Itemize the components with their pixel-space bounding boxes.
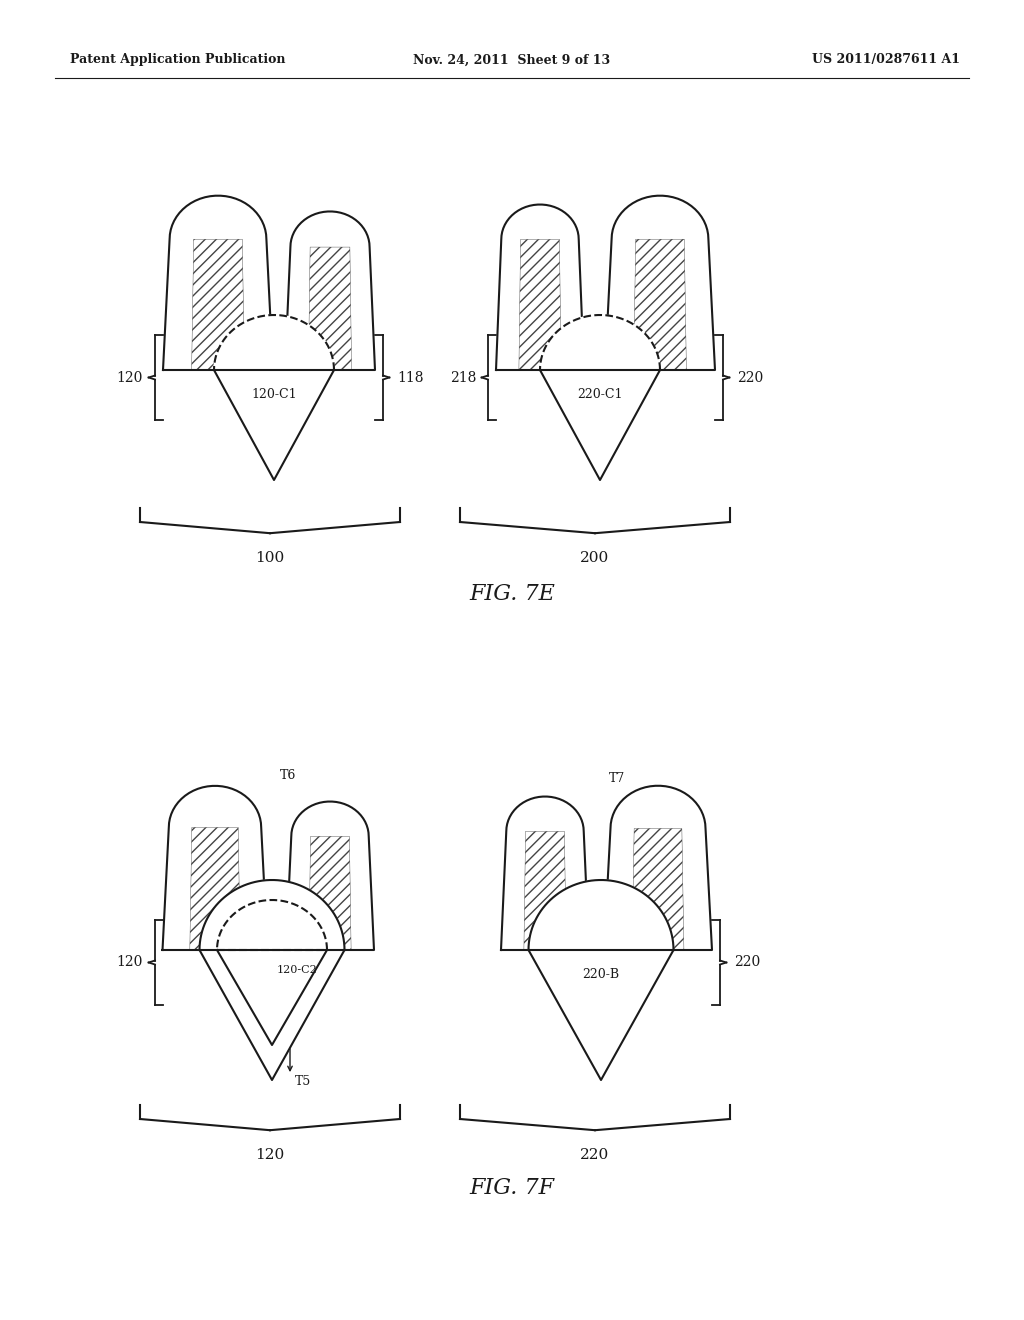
Text: 220: 220 [737, 371, 764, 384]
Polygon shape [214, 315, 334, 370]
Text: 218: 218 [450, 371, 476, 384]
Polygon shape [519, 239, 561, 370]
Text: T5: T5 [295, 1074, 311, 1088]
Text: 120: 120 [117, 956, 143, 969]
Text: 220-B: 220-B [583, 968, 620, 981]
Text: 120-C2: 120-C2 [278, 965, 317, 975]
Polygon shape [285, 211, 375, 370]
Polygon shape [528, 950, 674, 1080]
Text: FIG. 7F: FIG. 7F [469, 1177, 555, 1199]
Polygon shape [214, 370, 334, 480]
Polygon shape [286, 801, 374, 950]
Text: 200: 200 [581, 552, 609, 565]
Text: 100: 100 [255, 552, 285, 565]
Text: Patent Application Publication: Patent Application Publication [70, 54, 286, 66]
Polygon shape [496, 205, 584, 370]
Polygon shape [632, 829, 684, 950]
Polygon shape [528, 880, 674, 950]
Text: 220-C1: 220-C1 [578, 388, 623, 401]
Text: T6: T6 [280, 770, 296, 781]
Text: 220: 220 [734, 956, 761, 969]
Polygon shape [163, 195, 273, 370]
Text: 118: 118 [397, 371, 424, 384]
Polygon shape [163, 785, 267, 950]
Text: US 2011/0287611 A1: US 2011/0287611 A1 [812, 54, 961, 66]
Polygon shape [540, 315, 660, 370]
Polygon shape [540, 370, 660, 480]
Polygon shape [309, 837, 351, 950]
Polygon shape [604, 785, 712, 950]
Text: 120: 120 [117, 371, 143, 384]
Polygon shape [524, 832, 566, 950]
Text: 120-C1: 120-C1 [251, 388, 297, 401]
Text: 220: 220 [581, 1148, 609, 1162]
Text: FIG. 7E: FIG. 7E [469, 583, 555, 605]
Polygon shape [191, 239, 245, 370]
Text: 120-B: 120-B [282, 888, 319, 902]
Polygon shape [308, 247, 351, 370]
Polygon shape [501, 796, 589, 950]
Polygon shape [634, 239, 686, 370]
Text: 120: 120 [255, 1148, 285, 1162]
Polygon shape [200, 880, 344, 950]
Polygon shape [189, 828, 241, 950]
Polygon shape [605, 195, 715, 370]
Text: T7: T7 [609, 772, 626, 785]
Polygon shape [200, 950, 344, 1080]
Text: Nov. 24, 2011  Sheet 9 of 13: Nov. 24, 2011 Sheet 9 of 13 [414, 54, 610, 66]
